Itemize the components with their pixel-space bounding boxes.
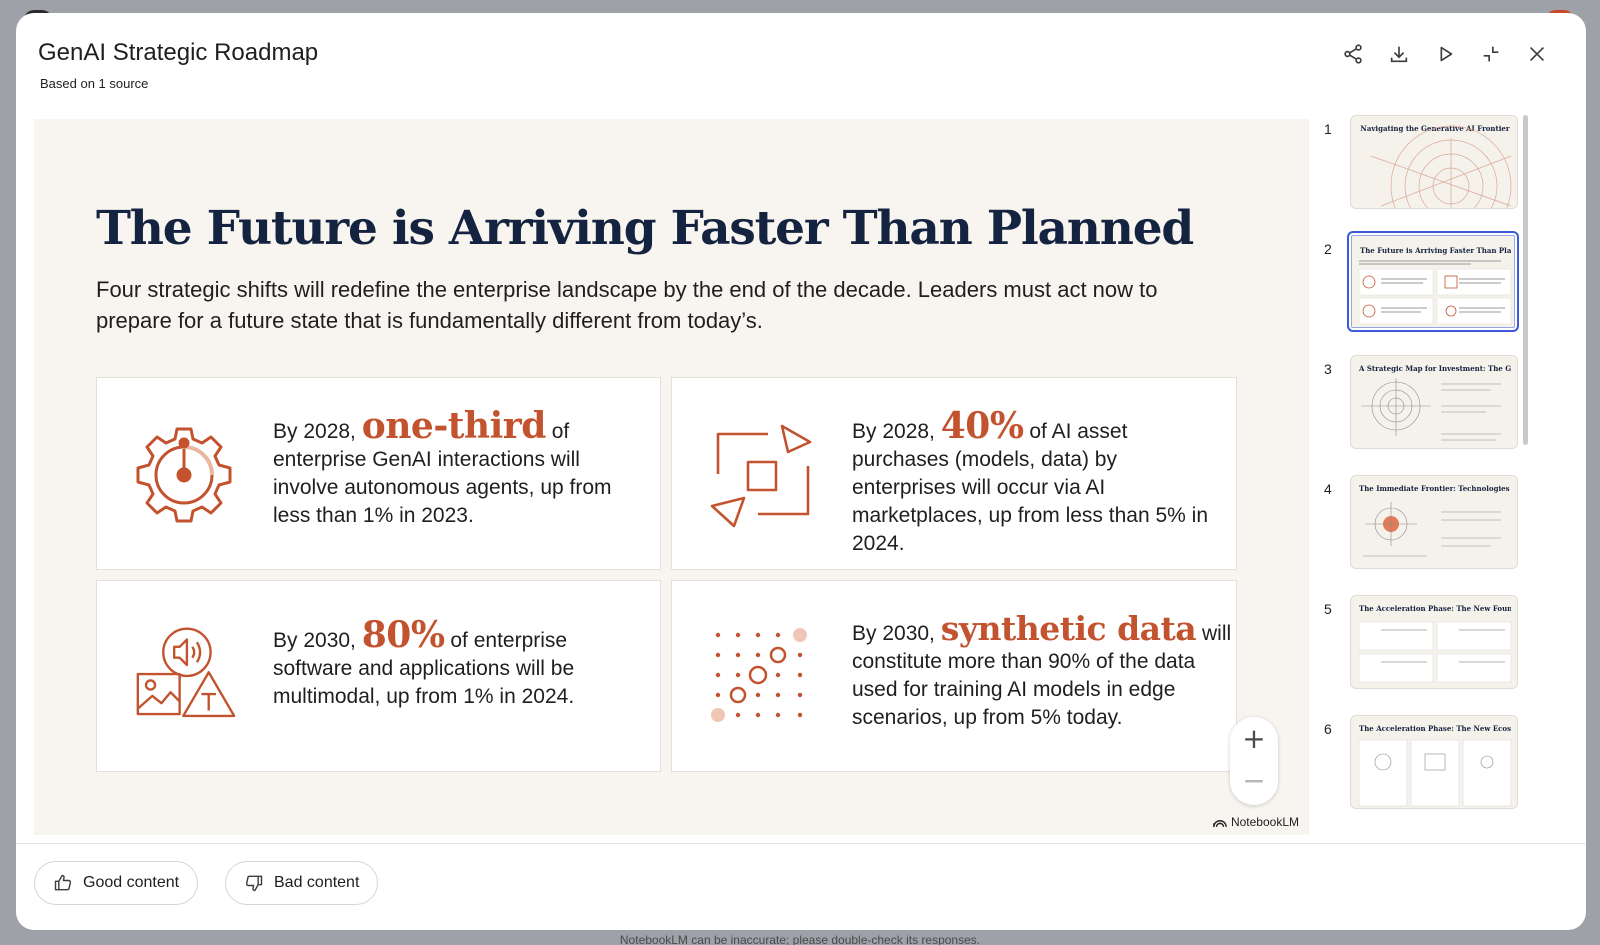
- thumbnail-number: 5: [1324, 601, 1332, 617]
- slide-thumbnail-list[interactable]: 1 Navigating the Generative AI Frontier …: [1316, 115, 1548, 825]
- header-actions: [1336, 37, 1554, 71]
- stat-highlight: synthetic data: [940, 609, 1197, 648]
- notebooklm-logo-icon: [1213, 819, 1227, 827]
- stat-highlight: one-third: [361, 405, 547, 447]
- present-button[interactable]: [1428, 37, 1462, 71]
- download-button[interactable]: [1382, 37, 1416, 71]
- brand-label: NotebookLM: [1230, 815, 1299, 829]
- stat-highlight: 80%: [361, 614, 445, 656]
- thumbnail-scrollbar[interactable]: [1523, 115, 1528, 445]
- stat-suffix: of enterprise GenAI interactions will in…: [273, 420, 612, 527]
- good-content-label: Good content: [83, 874, 180, 891]
- thumbnail-title: The Acceleration Phase: The New Foundati…: [1359, 604, 1511, 613]
- thumbs-up-icon: [54, 874, 72, 891]
- thumbnail-title: The Future is Arriving Faster Than Plann…: [1360, 246, 1511, 255]
- stats-grid-graphic-icon: [1358, 260, 1512, 325]
- stat-text: By 2028, 40% of AI asset purchases (mode…: [852, 408, 1222, 558]
- download-icon: [1390, 46, 1408, 63]
- foundation-grid-graphic-icon: [1358, 621, 1512, 683]
- collapse-button[interactable]: [1474, 37, 1508, 71]
- impact-radar-graphic-icon: [1361, 378, 1501, 441]
- stat-text: By 2030, 80% of enterprise software and …: [273, 617, 643, 711]
- stat-card-synthetic-data: By 2030, synthetic data will constitute …: [671, 580, 1237, 772]
- stat-highlight: 40%: [940, 405, 1024, 447]
- thumbnail-row: 3 A Strategic Map for Investment: The Ge…: [1316, 355, 1548, 475]
- collapse-icon: [1483, 46, 1499, 62]
- disclaimer-text: NotebookLM can be inaccurate; please dou…: [619, 933, 981, 945]
- dialog-title: GenAI Strategic Roadmap: [38, 39, 319, 66]
- stat-suffix: will constitute more than 90% of the dat…: [852, 622, 1232, 729]
- stat-prefix: By 2028,: [852, 420, 941, 443]
- slide-viewer-dialog: GenAI Strategic Roadmap Based on 1 sourc…: [16, 13, 1586, 930]
- play-icon: [1440, 46, 1453, 62]
- bad-content-label: Bad content: [274, 874, 360, 891]
- stat-card-agents: By 2028, one-third of enterprise GenAI i…: [96, 377, 661, 570]
- close-icon: [1529, 46, 1545, 62]
- slide-thumbnail[interactable]: Navigating the Generative AI Frontier: [1350, 115, 1518, 209]
- thumbnail-title: The Immediate Frontier: Technologies to …: [1359, 484, 1511, 493]
- zoom-out-button[interactable]: −: [1242, 764, 1266, 797]
- thumbnail-number: 3: [1324, 361, 1332, 377]
- slide-thumbnail[interactable]: A Strategic Map for Investment: The GenA…: [1350, 355, 1518, 449]
- footer-divider: [16, 843, 1586, 844]
- zoom-in-button[interactable]: +: [1242, 722, 1266, 755]
- bad-content-button[interactable]: Bad content: [225, 861, 379, 905]
- source-count: Based on 1 source: [40, 76, 149, 91]
- stat-card-multimodal: By 2030, 80% of enterprise software and …: [96, 580, 661, 772]
- slide-intro: Four strategic shifts will redefine the …: [96, 277, 1158, 333]
- slide-thumbnail-selected[interactable]: The Future is Arriving Faster Than Plann…: [1347, 231, 1519, 332]
- thumbnail-title: Navigating the Generative AI Frontier: [1360, 124, 1510, 133]
- good-content-button[interactable]: Good content: [34, 861, 199, 905]
- thumbnail-row: 1 Navigating the Generative AI Frontier: [1316, 115, 1548, 235]
- stat-card-marketplaces: By 2028, 40% of AI asset purchases (mode…: [671, 377, 1237, 570]
- share-button[interactable]: [1336, 37, 1370, 71]
- thumbnail-number: 2: [1324, 241, 1332, 257]
- slide-canvas: The Future is Arriving Faster Than Plann…: [34, 119, 1309, 835]
- thumbnail-title: The Acceleration Phase: The New Ecosyste…: [1359, 724, 1511, 733]
- stat-prefix: By 2030,: [273, 629, 362, 652]
- slide-thumbnail[interactable]: The Acceleration Phase: The New Foundati…: [1350, 595, 1518, 689]
- stat-suffix: of enterprise software and applications …: [273, 629, 575, 708]
- slide-heading: The Future is Arriving Faster Than Plann…: [96, 201, 1194, 256]
- radar-graphic-icon: [1370, 125, 1512, 208]
- ecosystem-columns-graphic-icon: [1358, 739, 1512, 807]
- share-icon: [1344, 44, 1362, 64]
- thumbnail-number: 4: [1324, 481, 1332, 497]
- virtual-assistant-graphic-icon: [1363, 502, 1501, 557]
- thumbnail-row: 2 The Future is Arriving Faster Than Pla…: [1316, 231, 1548, 355]
- slide-thumbnail[interactable]: The Immediate Frontier: Technologies to …: [1350, 475, 1518, 569]
- stat-prefix: By 2030,: [852, 622, 941, 645]
- thumbnail-number: 1: [1324, 121, 1332, 137]
- synthetic-data-dots-icon: [711, 628, 807, 722]
- thumbnail-row: 5 The Acceleration Phase: The New Founda…: [1316, 595, 1548, 715]
- thumbnail-number: 6: [1324, 721, 1332, 737]
- notebooklm-brand: NotebookLM: [1213, 815, 1299, 829]
- thumbnail-row: 6 The Acceleration Phase: The New Ecosys…: [1316, 715, 1548, 825]
- stat-suffix: of AI asset purchases (models, data) by …: [852, 420, 1208, 555]
- gear-timer-icon: [136, 427, 232, 523]
- stat-prefix: By 2028,: [273, 420, 362, 443]
- close-button[interactable]: [1520, 37, 1554, 71]
- stat-text: By 2030, synthetic data will constitute …: [852, 612, 1232, 732]
- stat-text: By 2028, one-third of enterprise GenAI i…: [273, 408, 643, 530]
- thumbnail-row: 4 The Immediate Frontier: Technologies t…: [1316, 475, 1548, 595]
- zoom-controls: + −: [1230, 717, 1278, 805]
- slide-thumbnail[interactable]: The Acceleration Phase: The New Ecosyste…: [1350, 715, 1518, 809]
- marketplace-arrows-icon: [710, 424, 812, 528]
- thumbnail-title: A Strategic Map for Investment: The GenA…: [1359, 364, 1511, 373]
- multimodal-icon: [136, 627, 236, 718]
- thumbs-down-icon: [245, 875, 263, 892]
